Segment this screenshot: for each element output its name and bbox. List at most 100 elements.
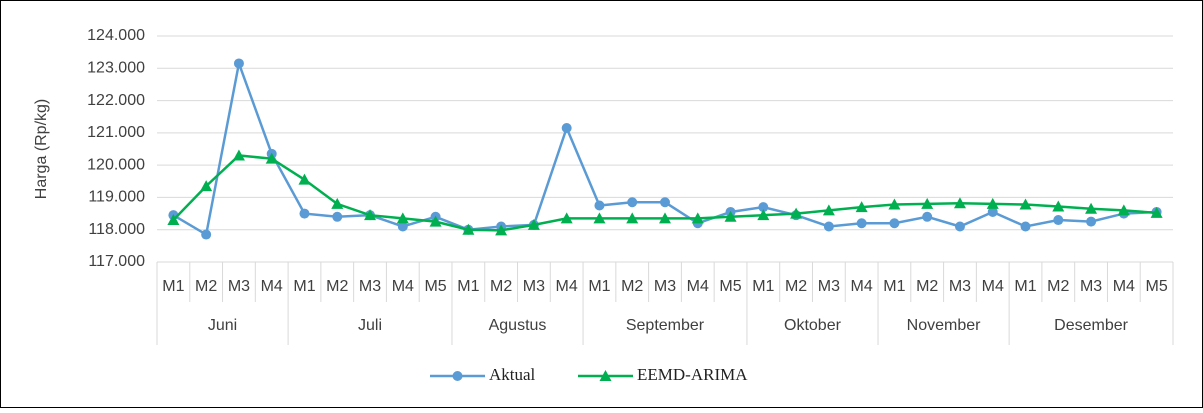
data-point bbox=[954, 221, 965, 232]
data-point bbox=[1150, 206, 1163, 218]
x-tick-label: M2 bbox=[621, 278, 643, 295]
x-tick-label: M2 bbox=[326, 278, 348, 295]
data-point bbox=[593, 212, 606, 224]
group-label: Juni bbox=[208, 317, 237, 334]
data-point bbox=[889, 218, 900, 229]
data-point bbox=[233, 58, 244, 69]
x-tick-label: M4 bbox=[261, 278, 283, 295]
x-tick-label: M2 bbox=[1047, 278, 1069, 295]
data-point bbox=[167, 214, 180, 226]
x-tick-label: M5 bbox=[719, 278, 741, 295]
group-label: September bbox=[626, 317, 705, 334]
data-point bbox=[1117, 204, 1130, 216]
x-tick-label: M3 bbox=[949, 278, 971, 295]
data-point bbox=[986, 197, 999, 209]
data-point bbox=[1052, 200, 1065, 212]
data-point bbox=[1019, 198, 1032, 210]
x-tick-label: M1 bbox=[457, 278, 479, 295]
data-point bbox=[397, 221, 408, 232]
data-point bbox=[1020, 221, 1031, 232]
data-point bbox=[201, 229, 212, 240]
x-tick-label: M2 bbox=[195, 278, 217, 295]
data-point bbox=[560, 212, 573, 224]
data-point bbox=[822, 204, 835, 216]
group-label: November bbox=[907, 317, 981, 334]
legend-label: Aktual bbox=[489, 365, 536, 384]
x-tick-label: M3 bbox=[1080, 278, 1102, 295]
data-point bbox=[953, 197, 966, 209]
x-tick-label: M1 bbox=[293, 278, 315, 295]
data-point bbox=[660, 197, 670, 208]
data-point bbox=[462, 223, 475, 235]
data-point bbox=[856, 218, 867, 229]
data-point bbox=[888, 198, 901, 210]
data-point bbox=[659, 212, 671, 224]
data-point bbox=[922, 211, 933, 222]
group-label: Oktober bbox=[784, 317, 842, 334]
data-point bbox=[200, 180, 213, 192]
data-point bbox=[724, 210, 737, 222]
x-tick-label: M1 bbox=[883, 278, 905, 295]
x-tick-label: M4 bbox=[982, 278, 1004, 295]
x-tick-label: M4 bbox=[687, 278, 709, 295]
data-point bbox=[298, 173, 311, 185]
x-tick-label: M1 bbox=[588, 278, 610, 295]
x-tick-label: M1 bbox=[1014, 278, 1036, 295]
legend-label: EEMD-ARIMA bbox=[637, 365, 748, 384]
data-point bbox=[790, 207, 803, 219]
x-tick-label: M2 bbox=[916, 278, 938, 295]
x-tick-label: M3 bbox=[228, 278, 250, 295]
data-point bbox=[855, 201, 868, 213]
y-tick-label: 123.000 bbox=[87, 60, 145, 77]
x-tick-label: M3 bbox=[654, 278, 676, 295]
data-point bbox=[921, 197, 934, 209]
x-tick-label: M5 bbox=[424, 278, 446, 295]
x-tick-label: M5 bbox=[1145, 278, 1167, 295]
data-point bbox=[429, 215, 442, 227]
data-point bbox=[299, 208, 310, 219]
data-point bbox=[232, 149, 245, 161]
x-tick-label: M2 bbox=[785, 278, 807, 295]
legend-marker bbox=[599, 370, 612, 381]
x-tick-label: M4 bbox=[1113, 278, 1135, 295]
data-point bbox=[627, 197, 638, 208]
x-tick-label: M3 bbox=[818, 278, 840, 295]
group-label: Desember bbox=[1054, 317, 1128, 334]
data-point bbox=[758, 202, 769, 213]
data-point bbox=[691, 212, 704, 224]
group-label: Juli bbox=[358, 317, 382, 334]
data-point bbox=[332, 211, 343, 222]
x-tick-label: M4 bbox=[556, 278, 578, 295]
data-point bbox=[265, 152, 278, 164]
y-tick-label: 119.000 bbox=[88, 189, 145, 206]
data-point bbox=[626, 212, 639, 224]
x-tick-label: M1 bbox=[752, 278, 774, 295]
data-point bbox=[561, 123, 572, 134]
data-point bbox=[364, 209, 377, 221]
y-tick-label: 122.000 bbox=[87, 92, 145, 109]
data-point bbox=[594, 200, 605, 211]
x-tick-label: M4 bbox=[851, 278, 873, 295]
x-tick-label: M1 bbox=[162, 278, 184, 295]
data-point bbox=[1086, 216, 1097, 227]
y-tick-label: 118.000 bbox=[88, 221, 145, 238]
data-point bbox=[1053, 215, 1064, 226]
legend-marker bbox=[452, 371, 463, 381]
data-point bbox=[823, 221, 834, 232]
data-point bbox=[757, 209, 770, 221]
data-point bbox=[331, 197, 344, 209]
y-axis-title: Harga (Rp/kg) bbox=[33, 99, 50, 199]
data-point bbox=[987, 206, 998, 217]
data-point bbox=[1085, 202, 1098, 214]
y-tick-label: 117.000 bbox=[88, 253, 145, 270]
x-tick-label: M3 bbox=[359, 278, 381, 295]
x-tick-label: M3 bbox=[523, 278, 545, 295]
data-point bbox=[527, 218, 540, 230]
group-label: Agustus bbox=[489, 317, 547, 334]
y-tick-label: 120.000 bbox=[87, 156, 145, 173]
y-tick-label: 121.000 bbox=[87, 124, 145, 141]
data-point bbox=[495, 224, 508, 236]
x-tick-label: M4 bbox=[392, 278, 414, 295]
data-point bbox=[396, 212, 409, 224]
